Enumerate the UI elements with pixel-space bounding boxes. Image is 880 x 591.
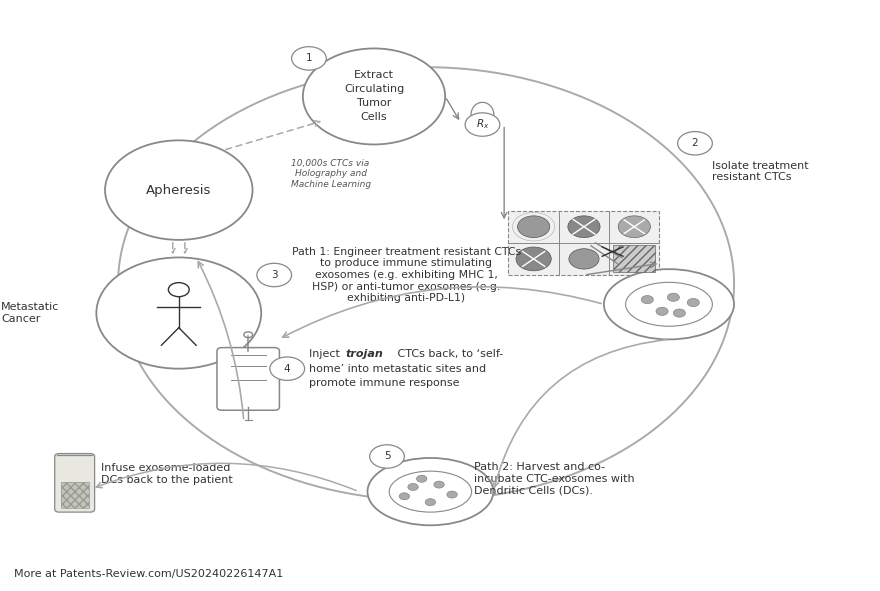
Circle shape xyxy=(687,298,700,307)
Text: Metastatic
Cancer: Metastatic Cancer xyxy=(1,302,59,324)
Text: Path 2: Harvest and co-
incubate CTC-exosomes with
Dendritic Cells (DCs).: Path 2: Harvest and co- incubate CTC-exo… xyxy=(473,462,634,495)
Text: home’ into metastatic sites and: home’ into metastatic sites and xyxy=(309,363,486,374)
Ellipse shape xyxy=(368,458,494,525)
Circle shape xyxy=(642,296,653,304)
Text: promote immune response: promote immune response xyxy=(309,378,459,388)
Text: Apheresis: Apheresis xyxy=(146,184,211,197)
Circle shape xyxy=(370,445,405,468)
Circle shape xyxy=(303,48,445,144)
Text: Inject: Inject xyxy=(309,349,343,359)
Text: 4: 4 xyxy=(284,363,290,374)
Circle shape xyxy=(568,249,599,269)
FancyBboxPatch shape xyxy=(55,453,95,512)
Circle shape xyxy=(291,47,326,70)
Text: Isolate treatment
resistant CTCs: Isolate treatment resistant CTCs xyxy=(713,161,809,183)
FancyBboxPatch shape xyxy=(217,348,280,410)
Circle shape xyxy=(568,216,600,238)
Circle shape xyxy=(416,475,427,482)
Circle shape xyxy=(618,216,650,238)
Text: More at Patents-Review.com/US20240226147A1: More at Patents-Review.com/US20240226147… xyxy=(14,570,283,579)
Ellipse shape xyxy=(604,269,734,339)
Text: 2: 2 xyxy=(692,138,699,148)
Circle shape xyxy=(407,483,418,491)
Text: $R_x$: $R_x$ xyxy=(476,118,489,131)
Text: 5: 5 xyxy=(384,452,391,462)
Circle shape xyxy=(105,140,253,240)
Text: trojan: trojan xyxy=(345,349,383,359)
Circle shape xyxy=(656,307,668,316)
Circle shape xyxy=(466,113,500,137)
Text: Infuse exosome-loaded
DCs back to the patient: Infuse exosome-loaded DCs back to the pa… xyxy=(100,463,232,485)
Circle shape xyxy=(257,264,291,287)
Bar xyxy=(613,245,656,272)
Circle shape xyxy=(400,493,409,500)
Circle shape xyxy=(516,247,551,271)
Text: 10,000s CTCs via
Holography and
Machine Learning: 10,000s CTCs via Holography and Machine … xyxy=(290,159,370,189)
Circle shape xyxy=(97,258,261,369)
Circle shape xyxy=(517,216,550,238)
Text: Path 1: Engineer treatment resistant CTCs
to produce immune stimulating
exosomes: Path 1: Engineer treatment resistant CTC… xyxy=(291,247,521,303)
Bar xyxy=(61,482,89,508)
Text: 3: 3 xyxy=(271,270,277,280)
Circle shape xyxy=(667,293,679,301)
Circle shape xyxy=(678,132,713,155)
Bar xyxy=(509,210,659,275)
Polygon shape xyxy=(471,102,494,126)
Text: 1: 1 xyxy=(305,53,312,63)
Circle shape xyxy=(447,491,458,498)
Circle shape xyxy=(434,481,444,488)
Circle shape xyxy=(673,309,686,317)
Bar xyxy=(61,482,89,508)
Text: Extract
Circulating
Tumor
Cells: Extract Circulating Tumor Cells xyxy=(344,70,404,122)
Circle shape xyxy=(270,357,304,381)
Circle shape xyxy=(425,499,436,506)
Text: CTCs back, to ‘self-: CTCs back, to ‘self- xyxy=(394,349,503,359)
